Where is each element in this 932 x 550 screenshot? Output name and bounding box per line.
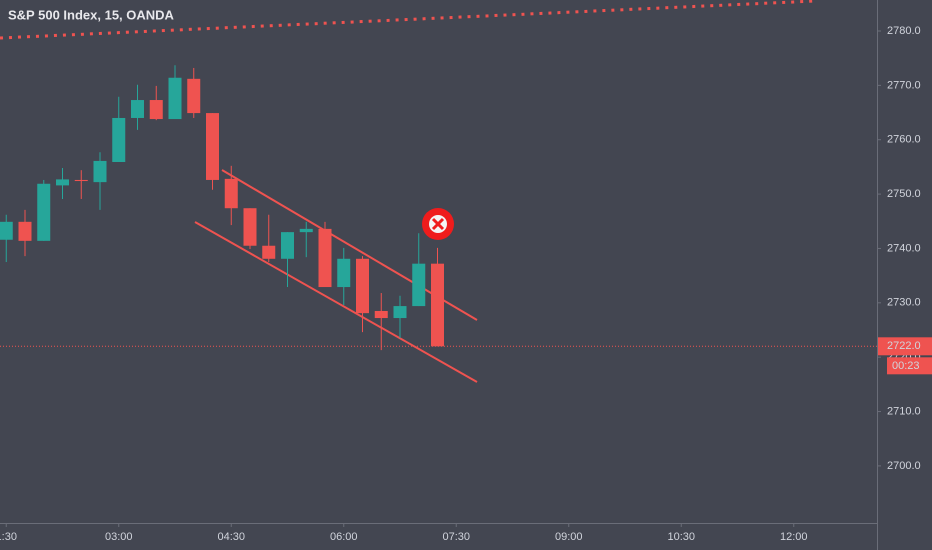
candle-body xyxy=(0,221,13,240)
candle-body xyxy=(187,78,201,114)
y-tick-label: 2750.0 xyxy=(887,188,921,200)
candle-body xyxy=(281,232,294,259)
candle-body xyxy=(337,258,351,288)
chart-title: S&P 500 Index, 15, OANDA xyxy=(8,7,175,22)
candle-body xyxy=(393,306,407,319)
candle-body xyxy=(149,100,163,120)
y-tick-label: 2770.0 xyxy=(887,79,921,91)
x-tick-label: 04:30 xyxy=(217,531,245,543)
y-tick-label: 2710.0 xyxy=(887,405,921,417)
x-icon-cross xyxy=(431,217,445,231)
channel-lower xyxy=(194,221,478,383)
candle-body xyxy=(93,160,107,183)
x-tick-label: 07:30 xyxy=(442,531,470,543)
y-tick-label: 2700.0 xyxy=(887,460,921,472)
x-tick-label: 1:30 xyxy=(0,531,17,543)
dotted-trendline xyxy=(0,0,816,40)
candle-body xyxy=(243,208,257,246)
y-tick-label: 2730.0 xyxy=(887,297,921,309)
countdown-box xyxy=(887,357,932,375)
candle-body xyxy=(262,245,276,259)
x-tick-label: 10:30 xyxy=(667,531,695,543)
y-tick-label: 2760.0 xyxy=(887,134,921,146)
candle-body xyxy=(412,263,426,307)
last-price-box xyxy=(878,337,932,356)
candle-body xyxy=(206,113,219,180)
candle-body xyxy=(299,228,313,233)
x-tick-label: 12:00 xyxy=(780,531,808,543)
candle-body xyxy=(356,258,369,314)
y-tick-label: 2780.0 xyxy=(887,25,921,37)
candle-body xyxy=(112,117,126,163)
candles xyxy=(0,65,444,351)
candle-body xyxy=(56,179,69,186)
candle-body xyxy=(168,77,182,120)
candle-body xyxy=(37,183,51,241)
candle-body xyxy=(318,228,332,288)
candle-body xyxy=(224,178,238,209)
candle-body xyxy=(131,100,144,118)
y-tick-label: 2740.0 xyxy=(887,242,921,254)
last-price-label: 2722.0 xyxy=(887,340,921,352)
x-tick-label: 06:00 xyxy=(330,531,358,543)
x-icon xyxy=(422,208,454,240)
candle-body xyxy=(74,179,88,182)
countdown-label: 00:23 xyxy=(892,360,920,372)
candle-body xyxy=(18,221,32,241)
candle-body xyxy=(431,263,444,347)
candle-body xyxy=(374,310,388,319)
x-tick-label: 03:00 xyxy=(105,531,133,543)
x-tick-label: 09:00 xyxy=(555,531,583,543)
